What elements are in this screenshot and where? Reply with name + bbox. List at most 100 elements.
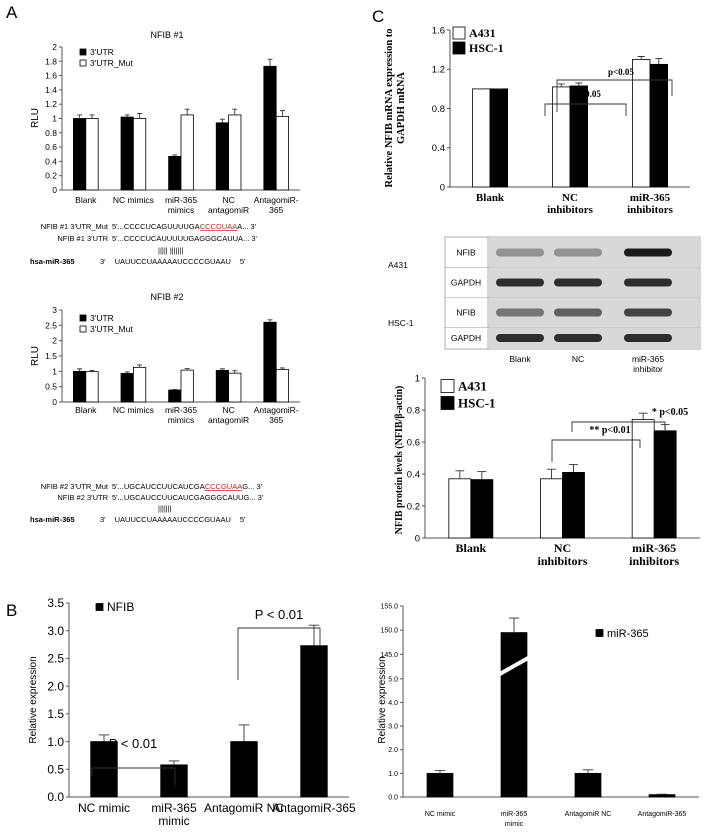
significance-bracket	[237, 627, 321, 680]
error-bar	[89, 369, 95, 372]
y-tick-label: 1.4	[45, 85, 57, 95]
sequence-part: UAUUCCUAAAAAUCCCCGUAAU	[115, 257, 231, 266]
blot-band	[496, 248, 544, 257]
error-bar	[575, 82, 583, 86]
legend-label: A431	[469, 26, 496, 40]
y-tick-label: 1.0	[47, 735, 64, 749]
bar	[180, 114, 194, 191]
error-bar	[219, 368, 225, 371]
panel-label: B	[6, 601, 17, 620]
x-tick-label: NC inhibitors	[537, 541, 587, 568]
blot-band	[496, 278, 544, 287]
blot-band	[496, 308, 544, 317]
x-tick-label: NC antagomiR	[208, 405, 249, 425]
error-bar	[184, 108, 190, 115]
y-tick-label: 0.8	[407, 405, 420, 416]
y-axis-label: RLU	[30, 346, 41, 366]
blot-band	[624, 278, 672, 287]
blot-band	[624, 248, 672, 257]
y-tick-label: 0.6	[45, 142, 57, 152]
bar	[263, 321, 277, 403]
error-bar	[137, 364, 143, 368]
bar	[132, 118, 147, 191]
sequence-part: 5'	[240, 515, 246, 524]
x-tick-label: miR-365 mimic	[151, 801, 197, 828]
legend-label: 3'UTR_Mut	[90, 324, 133, 334]
y-tick-label: 2.0	[47, 679, 64, 693]
bar	[574, 772, 602, 798]
y-tick-label: 2.5	[45, 320, 57, 330]
x-tick-label: Blank	[476, 192, 505, 204]
x-tick-label: Blank	[75, 195, 97, 205]
annotation: p<0.05	[575, 89, 601, 99]
x-tick-label: AntagomiR NC	[204, 801, 284, 815]
x-tick-label: NC mimics	[113, 195, 154, 205]
bar	[562, 471, 585, 539]
legend-swatch	[79, 48, 87, 56]
y-tick-label: 0.4	[407, 469, 420, 480]
y-tick-label: 150.0	[380, 628, 398, 635]
bar	[228, 114, 242, 191]
error-bar	[267, 58, 273, 67]
sequence-label: hsa-miR-365	[30, 515, 75, 524]
sequence-part: ||||| |||||||	[158, 246, 184, 255]
bar	[569, 85, 589, 188]
y-tick-label: 1.2	[45, 99, 57, 109]
blot-row-label: NFIB	[456, 308, 476, 318]
legend-label: HSC-1	[458, 396, 496, 411]
bar	[649, 63, 669, 188]
bar	[168, 155, 182, 191]
bar	[275, 369, 289, 403]
error-bar	[279, 110, 285, 117]
x-tick-label: AntagomiR-365	[254, 405, 299, 425]
blot-lane-label: NC	[572, 354, 584, 364]
y-tick-label: 0.0	[388, 794, 398, 801]
bar	[120, 116, 134, 191]
bar	[168, 389, 182, 403]
sequence: 5'...UGCAUCCUUCAUCGACCCGUAAG... 3'	[112, 482, 263, 491]
x-tick-label: miR-365 inhibitors	[627, 192, 674, 216]
y-tick-label: 1.8	[45, 56, 57, 66]
sequence-part: 3'	[100, 257, 106, 266]
bar	[448, 478, 472, 539]
x-tick-label: NC inhibitors	[547, 192, 594, 216]
sequence-part: 3'	[100, 515, 106, 524]
legend-swatch	[440, 379, 455, 393]
y-tick-label: 3.0	[47, 624, 64, 638]
bar	[489, 88, 509, 188]
sequence-part: 5'...UGCAUCCUUCAUCGA	[112, 482, 205, 491]
error-bar	[637, 56, 645, 60]
bar	[85, 371, 99, 403]
x-tick-label: miR-365 inhibitors	[629, 541, 679, 568]
error-bar	[455, 470, 465, 479]
sequence: ||||| |||||||	[158, 246, 184, 255]
bar	[300, 645, 328, 798]
y-tick-label: 0	[415, 533, 420, 544]
bar	[160, 764, 188, 798]
error-bar	[89, 114, 95, 119]
error-bar	[232, 108, 238, 115]
legend-swatch	[79, 314, 87, 322]
bar	[471, 88, 491, 188]
legend-swatch	[440, 396, 455, 410]
error-bar	[308, 624, 320, 646]
legend-label: HSC-1	[469, 41, 504, 55]
legend-label: 3'UTR	[90, 313, 114, 323]
sequence-label: hsa-miR-365	[30, 257, 75, 266]
error-bar	[508, 617, 520, 633]
sequence-part: CCCGUAA	[205, 482, 243, 491]
blot-cell-line: HSC-1	[388, 318, 414, 328]
y-tick-label: 4.0	[388, 700, 398, 707]
y-tick-label: 0.5	[47, 762, 64, 776]
bar	[230, 741, 258, 798]
bar	[552, 86, 571, 188]
blot-band	[554, 308, 602, 317]
x-tick-label: AntagomiR-365	[272, 801, 356, 815]
y-tick-label: 1.5	[45, 351, 57, 361]
bar	[470, 479, 494, 539]
sequence-label: NFIB #1 3'UTR	[57, 234, 108, 243]
error-bar	[279, 367, 285, 370]
error-bar	[557, 83, 565, 87]
axis-break-slash	[497, 655, 531, 677]
